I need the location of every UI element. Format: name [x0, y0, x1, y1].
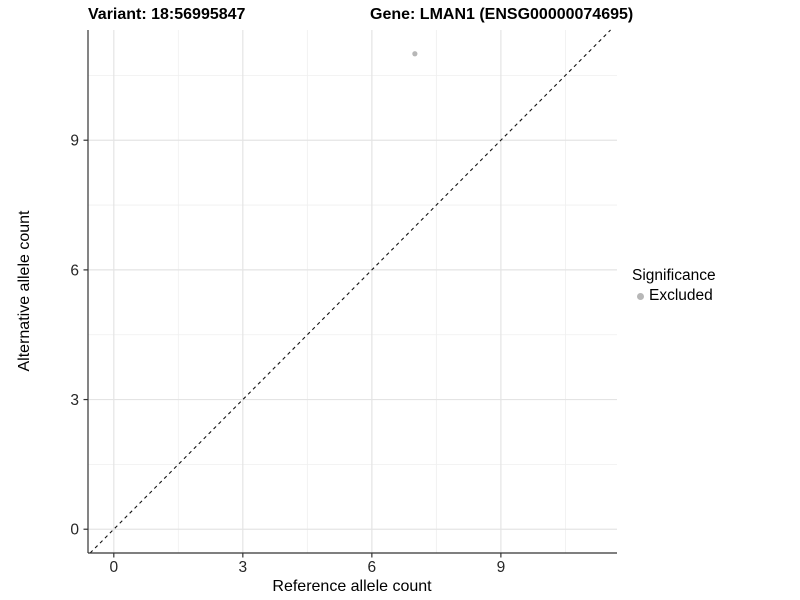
legend-title: Significance	[632, 267, 716, 284]
x-axis-title: Reference allele count	[272, 578, 432, 595]
data-point	[412, 51, 418, 57]
svg-text:6: 6	[70, 262, 79, 279]
svg-text:0: 0	[70, 522, 79, 539]
svg-text:0: 0	[109, 559, 118, 576]
y-axis-title: Alternative allele count	[16, 210, 33, 372]
plot-title-variant: Variant: 18:56995847	[88, 6, 246, 23]
legend-key-dot-icon	[637, 292, 644, 300]
svg-text:3: 3	[70, 392, 79, 409]
plot-title-gene: Gene: LMAN1 (ENSG00000074695)	[370, 6, 634, 23]
svg-text:9: 9	[70, 133, 79, 150]
svg-text:9: 9	[497, 559, 506, 576]
svg-text:6: 6	[368, 559, 377, 576]
legend: Significance Excluded	[628, 267, 800, 305]
svg-text:3: 3	[239, 559, 248, 576]
legend-item-label: Excluded	[649, 287, 713, 304]
legend-item-excluded: Excluded	[628, 287, 800, 305]
